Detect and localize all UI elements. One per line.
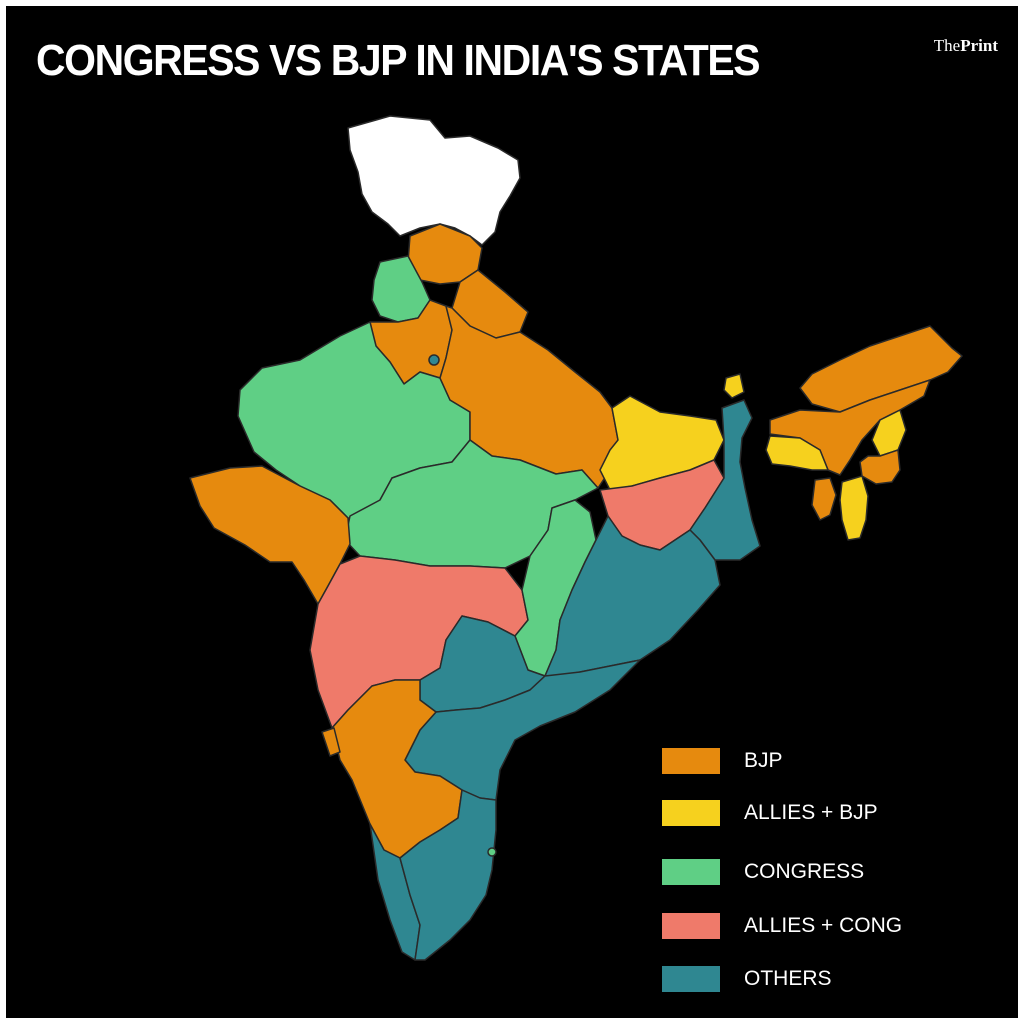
region-goa bbox=[321, 727, 341, 757]
region-jammu-kashmir bbox=[347, 115, 521, 246]
india-map bbox=[189, 115, 963, 961]
legend-item-bjp: BJP bbox=[662, 744, 1002, 774]
region-tamil-nadu bbox=[399, 789, 497, 961]
legend-item-others: OTHERS bbox=[662, 962, 1002, 992]
legend-label-bjp: BJP bbox=[744, 749, 783, 772]
legend-swatch-allies-cong bbox=[662, 913, 720, 939]
legend-label-allies-bjp: ALLIES + BJP bbox=[744, 801, 878, 824]
region-manipur bbox=[859, 449, 901, 485]
legend-swatch-allies-bjp bbox=[662, 800, 720, 826]
legend-label-allies-cong: ALLIES + CONG bbox=[744, 914, 903, 937]
region-meghalaya bbox=[765, 435, 829, 471]
legend-swatch-bjp bbox=[662, 748, 720, 774]
legend-label-congress: CONGRESS bbox=[744, 860, 865, 883]
legend-item-allies-cong: ALLIES + CONG bbox=[662, 909, 1002, 939]
map-title: CONGRESS VS BJP IN INDIA'S STATES bbox=[36, 36, 761, 85]
region-puducherry bbox=[487, 847, 497, 857]
legend-swatch-congress bbox=[662, 859, 720, 885]
publisher-logo: ThePrint bbox=[934, 36, 998, 56]
region-odisha bbox=[544, 515, 721, 677]
publisher-logo-name: Print bbox=[960, 36, 998, 55]
legend-swatch-others bbox=[662, 966, 720, 992]
region-sikkim bbox=[723, 373, 745, 399]
legend-label-others: OTHERS bbox=[744, 967, 832, 990]
legend-item-congress: CONGRESS bbox=[662, 855, 1002, 885]
region-mizoram bbox=[839, 475, 869, 541]
region-west-bengal bbox=[689, 399, 761, 561]
region-delhi bbox=[428, 354, 440, 366]
publisher-logo-prefix: The bbox=[933, 36, 961, 55]
legend-item-allies-bjp: ALLIES + BJP bbox=[662, 796, 1002, 826]
map-frame: CONGRESS VS BJP IN INDIA'S STATES ThePri… bbox=[6, 6, 1018, 1018]
region-arunachal-pradesh bbox=[799, 325, 963, 413]
region-tripura bbox=[811, 477, 837, 521]
